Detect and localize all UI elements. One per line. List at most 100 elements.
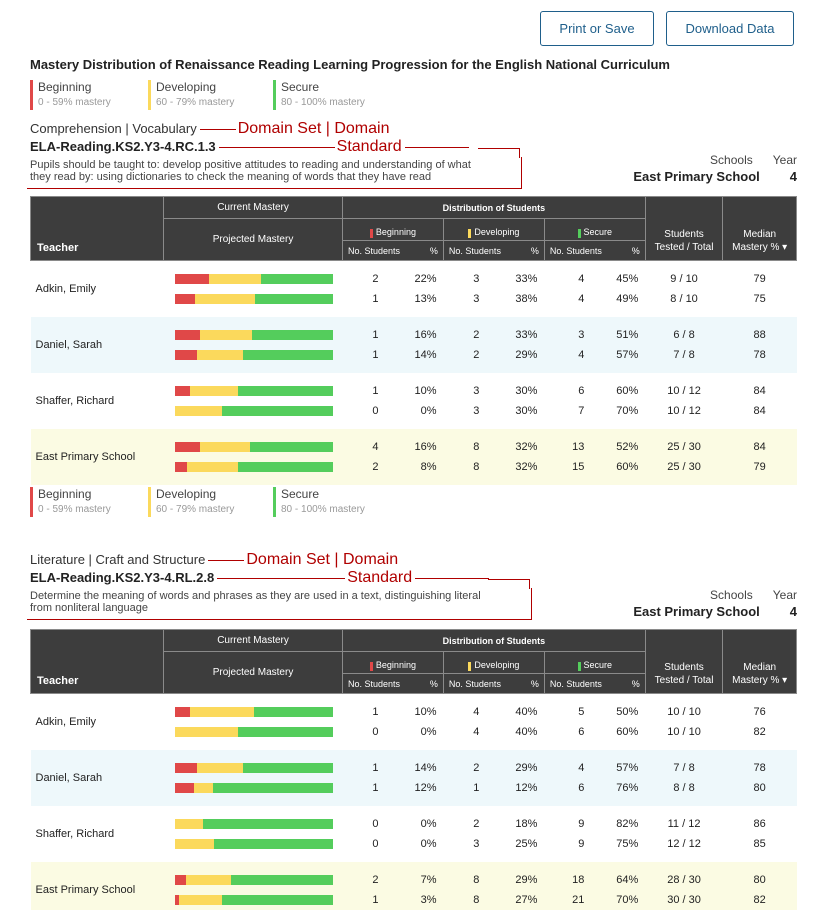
table-row[interactable]: East Primary School 2 7% 8 29% 18 64% 28 / 30 8…	[30, 869, 797, 910]
table-row[interactable]: 1 3% 8 27% 21 70% 30 / 30 82	[31, 889, 797, 910]
header-line: Tested / Total	[654, 242, 714, 253]
year-label: Year	[772, 588, 797, 602]
mastery-bar-cell	[163, 436, 343, 457]
table-row[interactable]: Shaffer, Richard 0 0% 2 18% 9 82% 11 / 12 86	[31, 814, 797, 840]
mastery-bar-cell	[163, 456, 343, 477]
no-students-label: No. Students	[448, 245, 501, 256]
table-row[interactable]: 2 8% 8 32% 15 60% 25 / 30 79	[31, 456, 797, 477]
secure-segment	[221, 894, 333, 905]
developing-segment	[174, 838, 215, 849]
median-mastery-header[interactable]: Median Mastery % ▾	[722, 196, 797, 261]
students-tested-header[interactable]: Students Tested / Total	[644, 196, 724, 261]
beginning-percent: 14%	[414, 761, 437, 774]
standard-annotation: Standard	[336, 138, 402, 155]
table-row[interactable]: Adkin, Emily 2 22% 3 33% 4 45% 9 / 10 79	[31, 269, 797, 295]
secure-header: Secure	[543, 651, 646, 674]
table-row[interactable]: 0 0% 3 30% 7 70% 10 / 12 84	[31, 401, 797, 421]
secure-segment	[221, 405, 333, 416]
table-row[interactable]: Shaffer, Richard 1 10% 3 30% 6 60% 10 / 12 84	[31, 381, 797, 407]
teacher-name[interactable]: East Primary School	[30, 869, 164, 910]
developing-percent: 30%	[515, 384, 538, 397]
developing-segment	[196, 762, 243, 773]
sort-desc-icon[interactable]: ▾	[782, 675, 788, 686]
secure-cell: 9 82%	[544, 814, 645, 834]
table-row[interactable]: 0 0% 3 25% 9 75% 12 / 12 85	[31, 834, 797, 854]
developing-cell: 8 27%	[443, 889, 545, 910]
beginning-cell: 0 0%	[342, 401, 443, 421]
annotation-line	[217, 577, 346, 579]
domain-line: Comprehension | Vocabulary Domain Set | …	[30, 120, 797, 138]
beginning-cell: 2 7%	[342, 869, 444, 890]
median-mastery: 84	[753, 404, 766, 417]
header-text: Beginning	[375, 660, 416, 671]
standard-code: ELA-Reading.KS2.Y3-4.RL.2.8	[30, 570, 215, 585]
row-spacer	[30, 364, 797, 373]
beginning-cell: 0 0%	[342, 814, 443, 834]
table-row[interactable]: 1 12% 1 12% 6 76% 8 / 8 80	[31, 777, 797, 798]
developing-header: Developing	[442, 218, 545, 241]
tested-total: 10 / 12	[667, 404, 701, 417]
beginning-segment	[174, 441, 200, 452]
annotation-line	[199, 128, 236, 130]
developing-count: 8	[473, 893, 480, 906]
table-row[interactable]: Daniel, Sarah 1 14% 2 29% 4 57% 7 / 8 78	[30, 757, 797, 798]
secure-count: 18	[572, 873, 585, 886]
legend-range: 60 - 79% mastery	[156, 97, 235, 108]
developing-segment	[190, 706, 254, 717]
students-tested-header[interactable]: Students Tested / Total	[644, 629, 724, 694]
teacher-name[interactable]: Adkin, Emily	[35, 715, 97, 728]
legend-item-developing: Developing 60 - 79% mastery	[148, 80, 259, 110]
download-data-button[interactable]: Download Data	[666, 11, 794, 46]
secure-percent: 70%	[616, 893, 639, 906]
median-mastery: 79	[722, 456, 797, 477]
teacher-name[interactable]: East Primary School	[30, 436, 164, 477]
legend-swatch	[148, 487, 151, 517]
distribution-header: Distribution of Students	[341, 196, 646, 219]
developing-percent: 29%	[515, 873, 538, 886]
median-mastery: 78	[722, 344, 797, 365]
teacher-name[interactable]: Shaffer, Richard	[35, 394, 115, 407]
row-spacer	[31, 309, 797, 317]
beginning-cell: 1 14%	[342, 344, 444, 365]
beginning-cell: 1 10%	[342, 381, 443, 401]
beginning-count: 0	[372, 725, 379, 738]
print-or-save-button[interactable]: Print or Save	[540, 11, 654, 46]
sort-desc-icon[interactable]: ▾	[782, 242, 788, 253]
table-row[interactable]: 1 13% 3 38% 4 49% 8 / 10 75	[31, 289, 797, 309]
teacher-name[interactable]: Adkin, Emily	[35, 282, 97, 295]
secure-cell: 13 52%	[544, 436, 646, 457]
table-row[interactable]: Adkin, Emily 1 10% 4 40% 5 50% 10 / 10 76	[31, 702, 797, 728]
table-row[interactable]: East Primary School 4 16% 8 32% 13 52% 25 / 30…	[30, 436, 797, 477]
median-mastery: 82	[753, 725, 766, 738]
table-row[interactable]: 1 14% 2 29% 4 57% 7 / 8 78	[31, 344, 797, 365]
median-mastery: 80	[722, 777, 797, 798]
developing-percent: 12%	[515, 781, 538, 794]
legend-label: Secure	[281, 80, 320, 94]
description-line-1: Pupils should be taught to: develop posi…	[30, 159, 471, 171]
legend-middle: Beginning 0 - 59% mastery Developing 60 - …	[30, 487, 379, 517]
table-row[interactable]: 0 0% 4 40% 6 60% 10 / 10 82	[31, 722, 797, 742]
teacher-name[interactable]: Daniel, Sarah	[30, 324, 164, 365]
developing-segment	[174, 726, 238, 737]
teacher-name[interactable]: Daniel, Sarah	[30, 757, 164, 798]
percent-label: %	[631, 678, 640, 689]
median-mastery: 84	[753, 384, 766, 397]
tested-total: 10 / 12	[667, 384, 701, 397]
row-spacer	[31, 421, 797, 429]
subheader: No. Students%	[543, 240, 646, 261]
no-students-label: No. Students	[448, 678, 501, 689]
teacher-header[interactable]: Teacher	[29, 629, 165, 694]
teacher-name[interactable]: Shaffer, Richard	[35, 827, 115, 840]
mastery-bar	[174, 874, 333, 885]
percent-label: %	[530, 678, 539, 689]
projected-mastery-header: Projected Mastery	[163, 651, 343, 694]
secure-count: 6	[578, 384, 585, 397]
mastery-bar	[174, 818, 333, 829]
domain-set-label: Comprehension | Vocabulary	[30, 121, 197, 136]
median-mastery: 75	[753, 292, 766, 305]
row-spacer	[30, 428, 797, 437]
teacher-header[interactable]: Teacher	[29, 196, 165, 261]
distribution-table: Teacher Current Mastery Distribution of …	[29, 196, 797, 485]
median-mastery-header[interactable]: Median Mastery % ▾	[722, 629, 797, 694]
table-row[interactable]: Daniel, Sarah 1 16% 2 33% 3 51% 6 / 8 88	[30, 324, 797, 365]
